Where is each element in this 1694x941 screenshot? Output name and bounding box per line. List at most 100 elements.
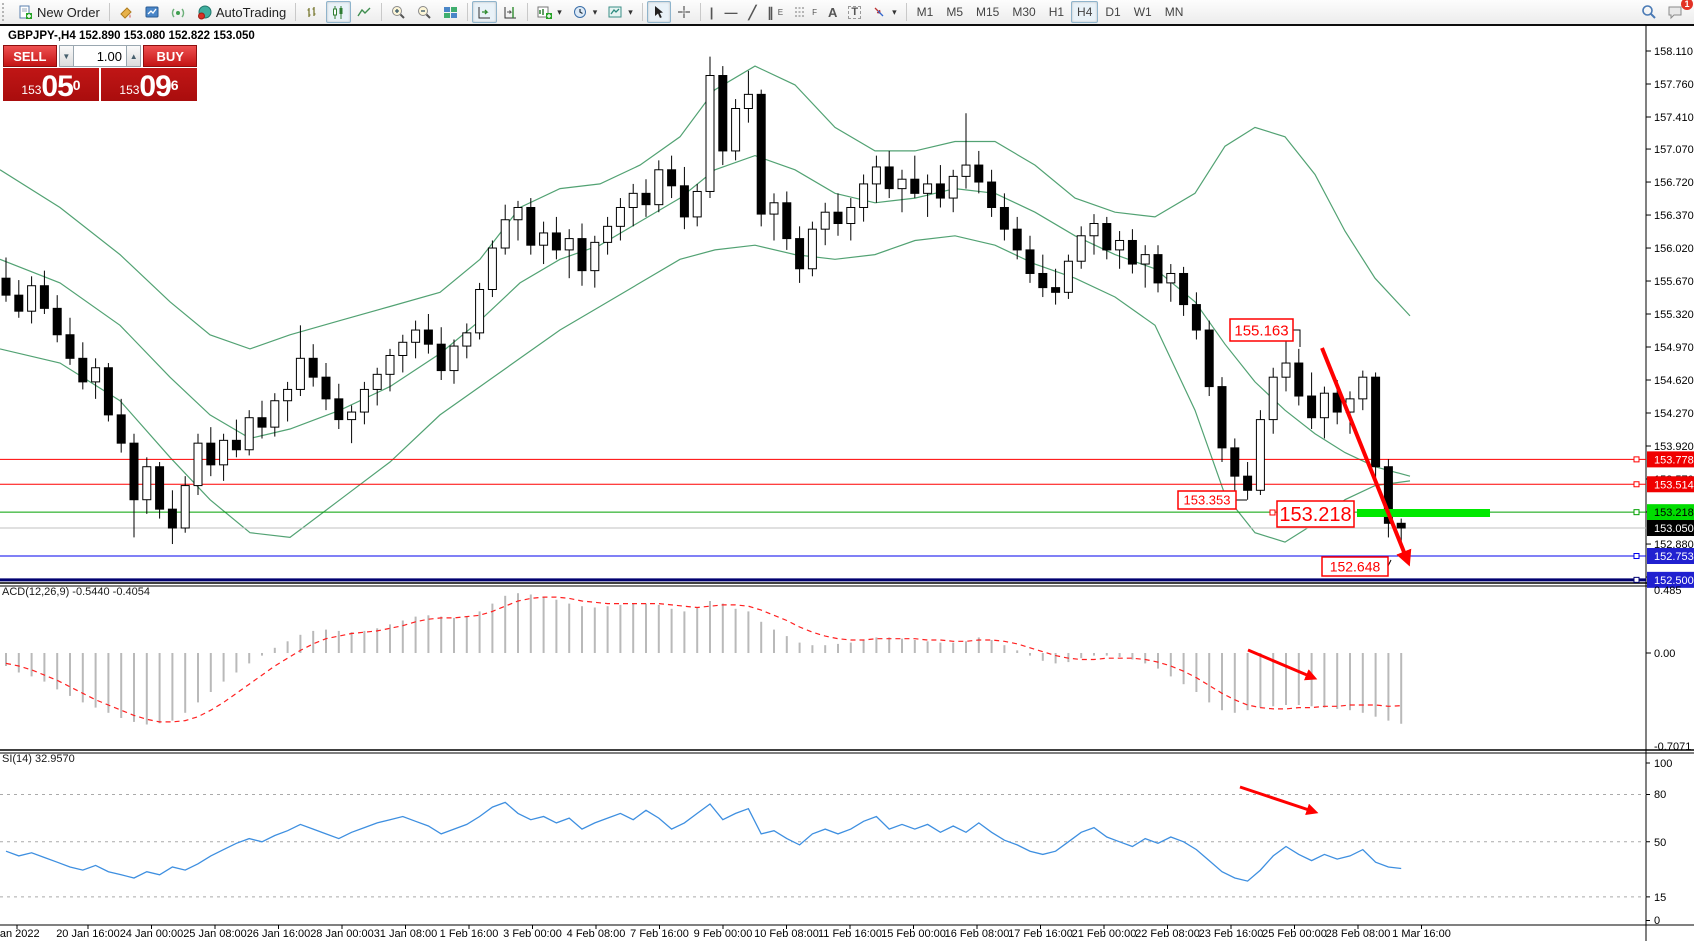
candle-body	[718, 75, 728, 152]
candle-body	[846, 206, 856, 225]
line-chart-type-button[interactable]	[352, 1, 377, 23]
timeframe-m5-button[interactable]: M5	[940, 1, 969, 23]
trendline-tool[interactable]: ╱	[743, 1, 761, 23]
hline-handle	[1633, 481, 1640, 488]
signals-button[interactable]	[166, 1, 191, 23]
timeframe-h1-button[interactable]: H1	[1043, 1, 1070, 23]
separator	[467, 3, 469, 21]
candle-body	[1012, 228, 1022, 251]
candle-body	[321, 376, 331, 400]
candle-body	[1371, 376, 1381, 468]
macd-scale-zero: 0.00	[1654, 648, 1675, 660]
timeframe-label: H1	[1048, 5, 1065, 19]
dropdown-arrow-icon[interactable]: ▾	[592, 6, 598, 17]
price-tick-label: 155.670	[1654, 276, 1694, 288]
signal-icon	[171, 8, 185, 17]
timeframe-m15-button[interactable]: M15	[970, 1, 1005, 23]
vertical-line-tool[interactable]: |	[705, 1, 719, 23]
rsi-scale-label: 100	[1654, 758, 1672, 770]
timeframe-m30-button[interactable]: M30	[1006, 1, 1041, 23]
volume-input[interactable]	[74, 45, 126, 67]
search-button[interactable]	[1636, 1, 1662, 23]
buy-price[interactable]: 153 09 6	[101, 68, 197, 102]
dropdown-arrow-icon[interactable]: ▾	[557, 6, 562, 17]
templates-button[interactable]: ▾	[603, 1, 638, 23]
timeframe-label: M30	[1012, 5, 1036, 19]
candle-body	[974, 164, 984, 183]
tile-windows-button[interactable]	[438, 1, 463, 23]
toolbar-grip[interactable]	[2, 3, 10, 21]
candle-body	[206, 442, 216, 466]
market-watch-button[interactable]	[140, 1, 165, 23]
autotrading-button[interactable]: AutoTrading	[192, 1, 291, 23]
candlestick-chart-type-button[interactable]	[326, 1, 352, 23]
buy-button[interactable]: BUY	[143, 45, 197, 67]
chart-shift-button[interactable]	[498, 1, 523, 23]
candle-body	[385, 354, 395, 375]
candle-body	[423, 329, 433, 345]
separator	[699, 3, 701, 21]
horizontal-line-tool[interactable]: —	[719, 1, 742, 23]
volume-increase-button[interactable]: ▲	[126, 45, 142, 67]
candle-body	[551, 232, 561, 251]
time-tick-label: 11 Feb 16:00	[818, 928, 882, 940]
new-order-button[interactable]: New Order	[13, 1, 105, 23]
sell-button[interactable]: SELL	[3, 45, 57, 67]
candle-body	[1294, 362, 1304, 397]
text-label-tool[interactable]: T	[843, 1, 866, 23]
chart-period-button[interactable]: ▾	[568, 1, 603, 23]
candle-body	[39, 285, 49, 309]
hline-handle	[1633, 509, 1640, 516]
support-zone-bar	[1357, 509, 1490, 517]
sell-price-pips: 05	[41, 70, 73, 103]
time-tick-label: 1 Feb 16:00	[440, 928, 499, 940]
cursor-tool-button[interactable]	[646, 1, 671, 23]
candle-body	[411, 329, 421, 343]
rsi-label: SI(14) 32.9570	[2, 753, 75, 765]
timeframe-mn-button[interactable]: MN	[1159, 1, 1190, 23]
candle-body	[193, 442, 203, 487]
fibonacci-tool[interactable]: F	[789, 1, 822, 23]
separator	[905, 3, 907, 21]
candle-body	[219, 439, 229, 466]
auto-scroll-button[interactable]	[472, 1, 498, 23]
price-annotation-label: 155.163	[1234, 322, 1288, 339]
candle-body	[1051, 287, 1061, 293]
timeframe-w1-button[interactable]: W1	[1128, 1, 1158, 23]
candle-body	[923, 183, 933, 194]
dropdown-arrow-icon[interactable]: ▾	[628, 6, 633, 17]
line-chart-icon	[357, 7, 371, 16]
fibonacci-icon	[795, 7, 806, 17]
arrows-tool[interactable]: ▾	[867, 1, 902, 23]
candle-body	[833, 211, 843, 225]
candle-body	[1358, 376, 1368, 400]
new-chart-button[interactable]: ▾	[532, 1, 567, 23]
price-tick-label: 153.920	[1654, 441, 1694, 453]
crosshair-tool-button[interactable]	[672, 1, 696, 23]
price-tick-label: 157.760	[1654, 79, 1694, 91]
text-label-icon: T	[848, 5, 862, 19]
volume-decrease-button[interactable]: ▼	[58, 45, 74, 67]
channel-tool[interactable]: ∥ E	[762, 1, 788, 23]
candle-body	[641, 192, 651, 206]
separator	[108, 3, 110, 21]
timeframe-d1-button[interactable]: D1	[1099, 1, 1126, 23]
zoom-out-button[interactable]	[412, 1, 437, 23]
monitor-icon	[145, 6, 159, 17]
price-tick-label: 154.970	[1654, 342, 1694, 354]
notifications-button[interactable]: 1	[1662, 0, 1693, 23]
text-tool[interactable]: A	[823, 1, 842, 23]
price-tag	[1647, 571, 1694, 588]
candle-body	[1153, 254, 1163, 284]
timeframe-m1-button[interactable]: M1	[911, 1, 940, 23]
vertical-line-icon: |	[709, 4, 714, 20]
chart-styles-button[interactable]	[114, 1, 139, 23]
candle-body	[1230, 447, 1240, 477]
timeframe-h4-button[interactable]: H4	[1071, 1, 1099, 23]
zoom-in-button[interactable]	[386, 1, 411, 23]
dropdown-arrow-icon[interactable]: ▾	[892, 6, 897, 17]
sell-price[interactable]: 153 05 0	[3, 68, 99, 103]
bar-chart-type-button[interactable]	[300, 1, 325, 23]
candle-body	[795, 238, 805, 270]
